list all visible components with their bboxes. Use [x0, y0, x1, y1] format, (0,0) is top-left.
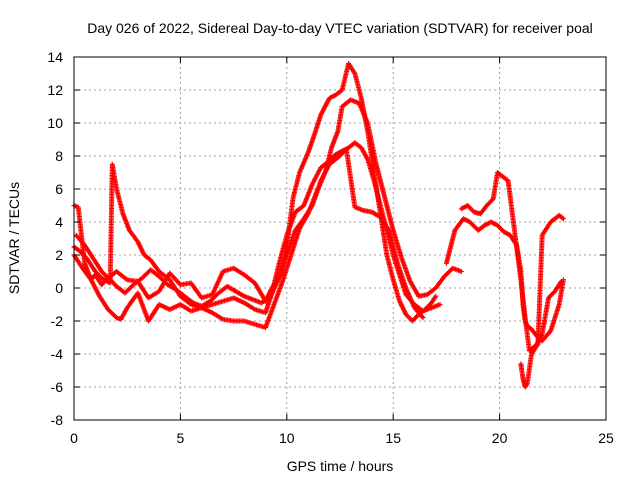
x-tick-label: 0	[70, 430, 78, 446]
series-track-f	[458, 170, 564, 354]
y-tick-label: 4	[55, 214, 63, 230]
data-point	[433, 293, 439, 299]
data-point	[437, 302, 443, 307]
x-tick-label: 5	[177, 430, 185, 446]
y-tick-label: 14	[47, 49, 63, 65]
x-axis-label: GPS time / hours	[287, 458, 394, 474]
y-tick-label: 8	[55, 148, 63, 164]
x-tick-label: 10	[279, 430, 295, 446]
data-point	[458, 269, 464, 274]
series-track-e	[443, 216, 566, 344]
series-track-g	[518, 212, 566, 390]
plot-frame	[73, 56, 607, 421]
y-tick-label: 2	[55, 247, 63, 263]
chart-title: Day 026 of 2022, Sidereal Day-to-day VTE…	[87, 20, 593, 36]
axis-ticks: 0 5 10 15 20 25 -8 -6 -4 -2 0 2 4 6 8 10 12 14	[47, 49, 614, 446]
x-tick-label: 15	[385, 430, 401, 446]
series-track-d	[73, 146, 426, 321]
y-tick-label: -8	[51, 412, 64, 428]
y-tick-label: 0	[55, 280, 63, 296]
y-tick-label: -4	[51, 346, 64, 362]
y-axis-label: SDTVAR / TECUs	[6, 182, 22, 294]
series-track-c	[71, 97, 464, 331]
data-point	[559, 215, 565, 221]
data-point	[420, 315, 426, 321]
y-tick-label: 12	[47, 82, 63, 98]
y-tick-label: 10	[47, 115, 63, 131]
x-tick-label: 25	[598, 430, 614, 446]
data-points	[71, 61, 566, 390]
y-tick-label: -6	[51, 379, 64, 395]
data-point	[560, 216, 566, 222]
data-point	[558, 278, 564, 284]
y-tick-label: 6	[55, 181, 63, 197]
x-tick-label: 20	[492, 430, 508, 446]
y-tick-label: -2	[51, 313, 64, 329]
